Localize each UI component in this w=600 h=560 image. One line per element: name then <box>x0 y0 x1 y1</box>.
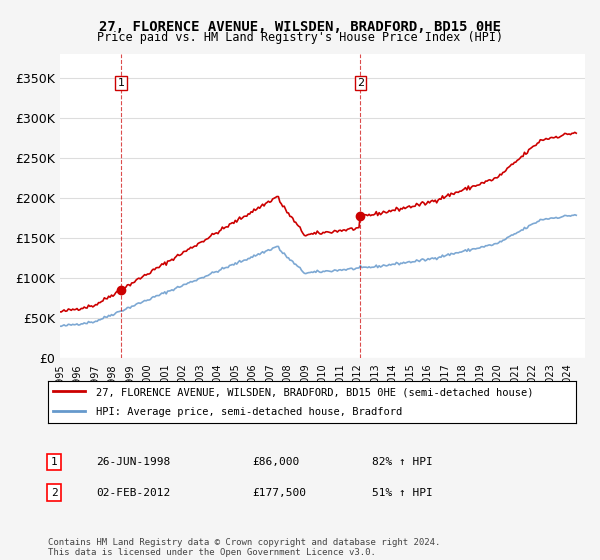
Text: Contains HM Land Registry data © Crown copyright and database right 2024.
This d: Contains HM Land Registry data © Crown c… <box>48 538 440 557</box>
Text: 2: 2 <box>357 78 364 88</box>
Text: 27, FLORENCE AVENUE, WILSDEN, BRADFORD, BD15 0HE: 27, FLORENCE AVENUE, WILSDEN, BRADFORD, … <box>99 20 501 34</box>
Text: 1: 1 <box>118 78 125 88</box>
Text: 51% ↑ HPI: 51% ↑ HPI <box>372 488 433 498</box>
Text: £86,000: £86,000 <box>252 457 299 467</box>
Text: 1: 1 <box>50 457 58 467</box>
Text: £177,500: £177,500 <box>252 488 306 498</box>
Text: Price paid vs. HM Land Registry's House Price Index (HPI): Price paid vs. HM Land Registry's House … <box>97 31 503 44</box>
Text: 26-JUN-1998: 26-JUN-1998 <box>96 457 170 467</box>
Text: 27, FLORENCE AVENUE, WILSDEN, BRADFORD, BD15 0HE (semi-detached house): 27, FLORENCE AVENUE, WILSDEN, BRADFORD, … <box>95 388 533 398</box>
Text: 2: 2 <box>50 488 58 498</box>
Text: 02-FEB-2012: 02-FEB-2012 <box>96 488 170 498</box>
Text: 82% ↑ HPI: 82% ↑ HPI <box>372 457 433 467</box>
Text: HPI: Average price, semi-detached house, Bradford: HPI: Average price, semi-detached house,… <box>95 407 402 417</box>
